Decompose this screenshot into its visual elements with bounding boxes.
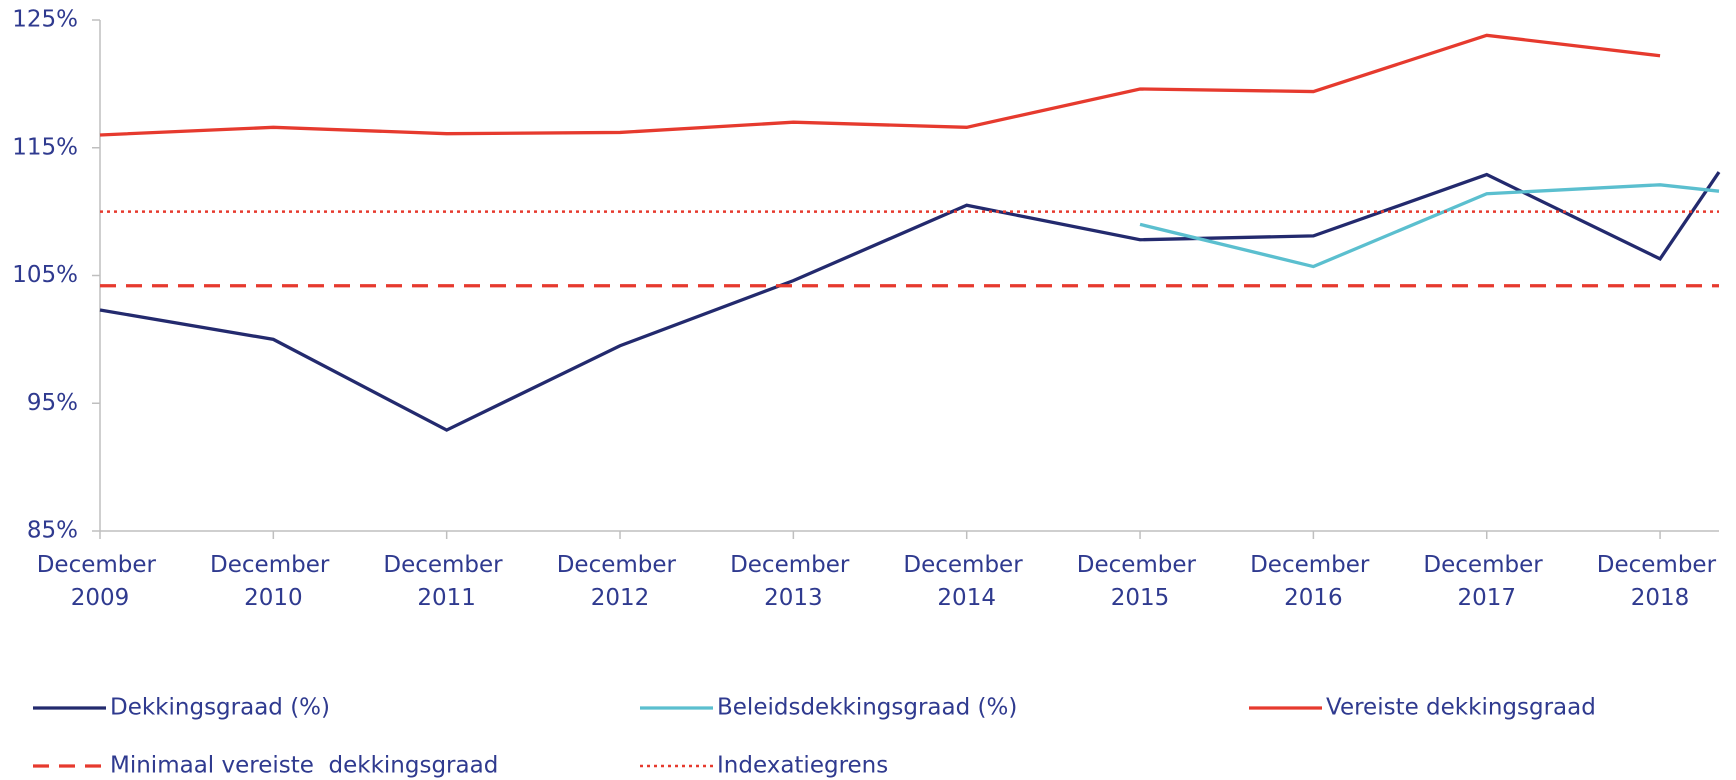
x-tick-line: December: [1423, 552, 1550, 578]
x-tick-line: 2010: [244, 585, 303, 611]
x-tick-line: 2018: [1631, 585, 1690, 611]
x-tick-line: December: [903, 552, 1030, 578]
x-tick-label: December 2016: [1250, 552, 1377, 611]
x-tick-line: December: [210, 552, 337, 578]
x-tick-line: 2015: [1111, 585, 1170, 611]
x-tick-line: December: [557, 552, 684, 578]
x-tick-line: December: [37, 552, 164, 578]
x-tick-line: December: [1250, 552, 1377, 578]
x-tick-label: December 2013: [730, 552, 857, 611]
y-tick-label: 115%: [12, 134, 78, 160]
x-tick-label: December 2012: [557, 552, 684, 611]
legend-label: Vereiste dekkingsgraad: [1326, 695, 1596, 721]
series-line: [1139, 183, 1720, 269]
x-tick-label: December 2009: [37, 552, 164, 611]
x-tick-line: December: [1077, 552, 1204, 578]
y-tick-label: 105%: [12, 262, 78, 288]
x-tick-line: 2009: [71, 585, 130, 611]
x-tick-line: 2013: [764, 585, 823, 611]
x-tick-line: 2017: [1457, 585, 1516, 611]
x-tick-label: December 2011: [383, 552, 510, 611]
x-tick-label: December 2015: [1077, 552, 1204, 611]
series-line: [99, 171, 1721, 432]
y-tick-label: 125%: [12, 7, 78, 33]
x-tick-line: December: [1597, 552, 1724, 578]
x-tick-label: December 2010: [210, 552, 337, 611]
x-tick-line: 2012: [591, 585, 650, 611]
legend-label: Minimaal vereiste dekkingsgraad: [110, 753, 498, 779]
x-tick-line: 2014: [937, 585, 996, 611]
x-tick-line: December: [730, 552, 857, 578]
x-tick-line: December: [383, 552, 510, 578]
x-tick-label: December 2014: [903, 552, 1030, 611]
y-tick-label: 95%: [27, 390, 78, 416]
legend-label: Indexatiegrens: [717, 753, 888, 779]
x-tick-line: 2016: [1284, 585, 1343, 611]
x-tick-label: December 2018: [1597, 552, 1724, 611]
y-tick-label: 85%: [27, 518, 78, 544]
x-tick-label: December 2017: [1423, 552, 1550, 611]
x-tick-line: 2011: [417, 585, 476, 611]
series-line: [99, 33, 1661, 137]
legend-label: Beleidsdekkingsgraad (%): [717, 695, 1017, 721]
legend-label: Dekkingsgraad (%): [110, 695, 330, 721]
